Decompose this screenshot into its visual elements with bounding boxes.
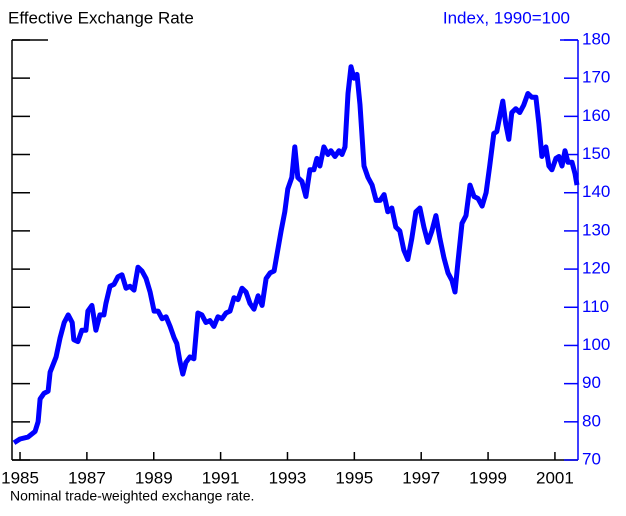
x-tick-label: 2001 bbox=[536, 468, 574, 487]
y2-tick-label: 70 bbox=[582, 449, 601, 468]
x-tick-label: 1993 bbox=[269, 468, 307, 487]
y2-tick-label: 90 bbox=[582, 373, 601, 392]
y2-axis-label: Index, 1990=100 bbox=[443, 8, 570, 27]
y2-tick-label: 140 bbox=[582, 182, 610, 201]
y2-tick-label: 130 bbox=[582, 220, 610, 239]
y2-tick-label: 80 bbox=[582, 411, 601, 430]
x-tick-label: 1991 bbox=[202, 468, 240, 487]
x-tick-label: 1985 bbox=[1, 468, 39, 487]
x-tick-label: 1987 bbox=[68, 468, 106, 487]
x-tick-label: 1999 bbox=[469, 468, 507, 487]
x-tick-label: 1997 bbox=[402, 468, 440, 487]
chart-title: Effective Exchange Rate bbox=[8, 8, 194, 27]
data-line bbox=[12, 64, 580, 445]
x-tick-label: 1989 bbox=[135, 468, 173, 487]
y2-tick-label: 180 bbox=[582, 29, 610, 48]
y2-tick-label: 100 bbox=[582, 335, 610, 354]
y2-tick-label: 120 bbox=[582, 259, 610, 278]
y2-tick-label: 110 bbox=[582, 297, 609, 316]
x-tick-label: 1995 bbox=[335, 468, 373, 487]
footnote: Nominal trade-weighted exchange rate. bbox=[10, 488, 254, 504]
y2-tick-label: 160 bbox=[582, 106, 610, 125]
y2-tick-label: 170 bbox=[582, 68, 610, 87]
y2-tick-label: 150 bbox=[582, 144, 610, 163]
